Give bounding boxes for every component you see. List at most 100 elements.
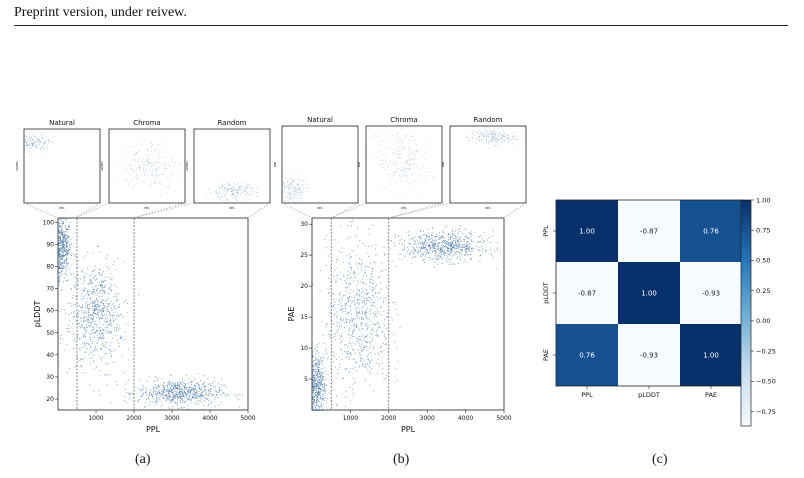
- data-point: [187, 394, 189, 396]
- data-point: [110, 402, 112, 404]
- data-point: [394, 163, 396, 165]
- colorbar-tick-label: −0.50: [756, 378, 776, 386]
- data-point: [401, 238, 403, 240]
- data-point: [134, 152, 135, 154]
- data-point: [115, 318, 116, 320]
- data-point: [143, 170, 145, 171]
- data-point: [181, 390, 183, 392]
- data-point: [109, 293, 111, 295]
- data-point: [60, 271, 62, 273]
- data-point: [75, 340, 77, 342]
- data-point: [446, 241, 448, 243]
- data-point: [100, 284, 101, 285]
- data-point: [285, 192, 287, 194]
- data-point: [422, 246, 424, 248]
- data-point: [186, 387, 188, 389]
- data-point: [356, 273, 358, 275]
- data-point: [312, 403, 314, 405]
- data-point: [288, 193, 289, 195]
- data-point: [174, 401, 176, 403]
- data-point: [58, 230, 60, 232]
- data-point: [494, 132, 495, 134]
- data-point: [154, 182, 156, 184]
- data-point: [168, 391, 170, 392]
- data-point: [27, 138, 28, 140]
- data-point: [428, 257, 430, 258]
- data-point: [130, 392, 132, 394]
- data-point: [235, 195, 237, 197]
- data-point: [335, 261, 337, 263]
- data-point: [438, 252, 440, 254]
- data-point: [111, 290, 113, 292]
- data-point: [158, 144, 159, 145]
- data-point: [427, 250, 429, 252]
- data-point: [83, 283, 85, 285]
- data-point: [185, 375, 187, 377]
- data-point: [396, 153, 398, 154]
- data-point: [317, 369, 319, 371]
- data-point: [351, 218, 353, 219]
- data-point: [119, 337, 121, 339]
- data-point: [370, 273, 372, 275]
- data-point: [61, 248, 63, 250]
- data-point: [451, 236, 453, 238]
- data-point: [63, 242, 65, 244]
- data-point: [26, 144, 28, 146]
- data-point: [92, 318, 93, 320]
- data-point: [340, 225, 342, 227]
- data-point: [375, 286, 376, 288]
- data-point: [325, 351, 327, 353]
- data-point: [59, 219, 61, 220]
- data-point: [420, 249, 422, 251]
- data-point: [416, 151, 418, 153]
- data-point: [284, 202, 286, 203]
- y-axis-label: PAE: [287, 307, 296, 322]
- data-point: [148, 393, 150, 395]
- data-point: [77, 320, 79, 322]
- data-point: [168, 393, 170, 395]
- data-point: [210, 403, 212, 405]
- caption-a: (a): [135, 452, 151, 467]
- data-point: [331, 383, 332, 384]
- data-point: [323, 383, 325, 385]
- data-point: [166, 186, 167, 188]
- data-point: [481, 140, 482, 141]
- data-point: [319, 290, 321, 292]
- data-point: [99, 251, 101, 253]
- data-point: [211, 401, 212, 403]
- data-point: [490, 132, 491, 134]
- data-point: [62, 250, 64, 252]
- data-point: [381, 163, 382, 165]
- data-point: [327, 307, 329, 309]
- data-point: [484, 136, 485, 138]
- connector-line: [388, 202, 451, 219]
- data-point: [348, 358, 350, 360]
- data-point: [295, 190, 296, 192]
- data-point: [356, 313, 358, 315]
- data-point: [322, 403, 324, 405]
- data-point: [187, 397, 189, 399]
- data-point: [361, 266, 363, 268]
- data-point: [188, 378, 190, 380]
- data-point: [95, 307, 97, 308]
- data-point: [502, 140, 504, 142]
- data-point: [337, 369, 339, 370]
- data-point: [371, 340, 373, 341]
- data-point: [102, 333, 104, 335]
- data-point: [290, 189, 292, 190]
- data-point: [107, 305, 109, 307]
- data-point: [92, 328, 93, 330]
- data-point: [155, 391, 157, 393]
- data-point: [85, 311, 87, 313]
- data-point: [401, 176, 403, 178]
- data-point: [318, 393, 320, 394]
- data-point: [24, 147, 26, 148]
- data-point: [194, 397, 196, 399]
- data-point: [87, 293, 89, 295]
- data-point: [79, 349, 81, 351]
- data-point: [499, 140, 500, 141]
- data-point: [185, 409, 187, 411]
- data-point: [28, 153, 30, 155]
- data-point: [368, 228, 370, 230]
- heatmap-cell: [680, 200, 742, 262]
